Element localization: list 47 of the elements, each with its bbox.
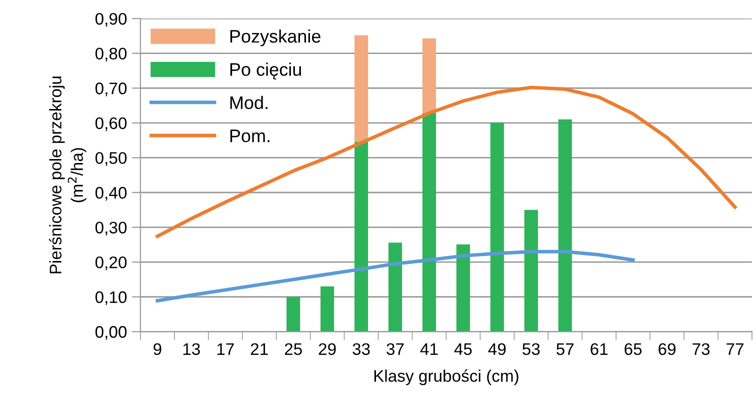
x-axis-title: Klasy grubości (cm) <box>374 369 518 386</box>
legend-label: Po cięciu <box>230 62 301 80</box>
x-tick-label: 53 <box>522 343 540 356</box>
line-series <box>156 86 737 238</box>
bar <box>388 242 402 332</box>
x-tick-label: 29 <box>318 343 336 356</box>
x-tick-label: 69 <box>658 343 676 356</box>
x-tick-label: 21 <box>250 343 268 355</box>
bar <box>354 35 368 142</box>
y-tick-label: 0,80 <box>95 48 127 62</box>
bar <box>320 286 334 332</box>
legend-label: Mod. <box>230 96 268 110</box>
y-tick-label: 0,70 <box>95 82 127 96</box>
x-tick-label: 57 <box>556 343 574 356</box>
x-tick-label: 33 <box>352 343 370 356</box>
bar <box>490 122 504 332</box>
bar <box>422 113 436 332</box>
y-tick-label: 0,60 <box>95 117 127 132</box>
x-tick-label: 41 <box>420 343 438 355</box>
legend-label: Pozyskanie <box>230 29 320 46</box>
legend-label: Pom. <box>230 130 270 142</box>
y-tick-label: 0,50 <box>95 152 127 166</box>
x-tick-label: 17 <box>217 343 234 355</box>
bar <box>456 244 470 332</box>
line-series <box>156 250 635 302</box>
y-tick-label: 0,00 <box>95 326 127 340</box>
x-tick-label: 45 <box>454 343 472 356</box>
y-tick-label: 0,40 <box>95 186 127 201</box>
x-tick-label: 49 <box>488 343 506 356</box>
x-tick-label: 77 <box>726 343 744 355</box>
x-tick-label: 13 <box>183 343 200 356</box>
y-tick-label: 0,30 <box>95 222 127 236</box>
x-tick-label: 61 <box>590 343 608 356</box>
bar <box>354 142 368 332</box>
bar <box>422 38 436 114</box>
x-tick-label: 73 <box>692 343 710 356</box>
y-tick-label: 0,90 <box>95 12 127 27</box>
bar <box>558 119 572 332</box>
x-tick-label: 37 <box>386 343 404 356</box>
bar <box>524 210 538 332</box>
y-axis-title: Pierśnicowe pole przekroju (m$^{2}$/ha) <box>49 76 86 274</box>
x-tick-label: 25 <box>284 343 302 356</box>
x-tick-label: 65 <box>624 343 642 356</box>
y-tick-label: 0,10 <box>95 291 127 306</box>
x-tick-label: 9 <box>154 343 162 356</box>
y-tick-label: 0,20 <box>95 256 127 270</box>
bar <box>286 296 300 332</box>
